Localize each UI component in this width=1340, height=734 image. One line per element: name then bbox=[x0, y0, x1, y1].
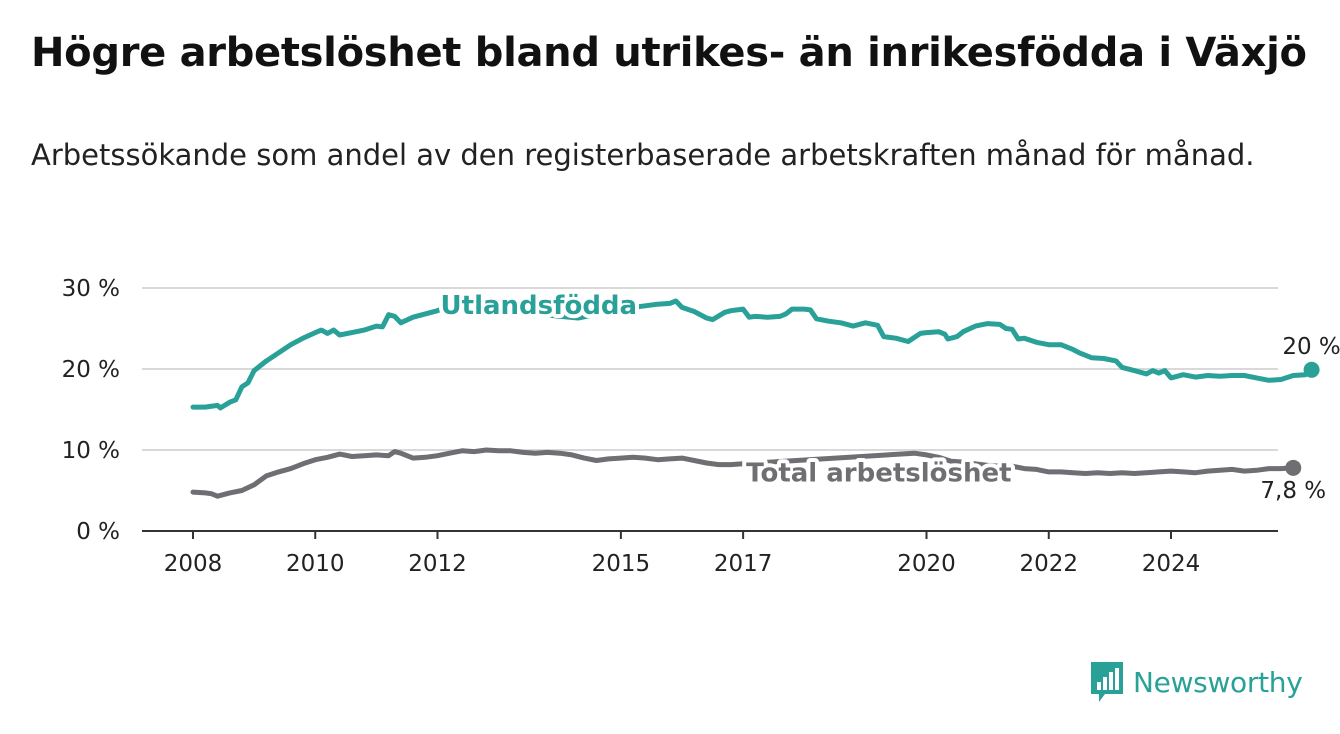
y-tick-label: 20 % bbox=[62, 357, 120, 383]
x-tick-label: 2008 bbox=[164, 551, 223, 577]
newsworthy-logo-icon bbox=[1091, 662, 1123, 702]
series-line-utlandsfodda bbox=[190, 298, 1315, 411]
x-tick-label: 2012 bbox=[408, 551, 467, 577]
y-tick-label: 10 % bbox=[62, 438, 120, 464]
chart-subtitle: Arbetssökande som andel av den registerb… bbox=[31, 138, 1255, 172]
x-tick-label: 2015 bbox=[592, 551, 651, 577]
series-label: Utlandsfödda bbox=[441, 291, 638, 321]
chart-title: Högre arbetslöshet bland utrikes- än inr… bbox=[31, 30, 1307, 76]
brand-name: Newsworthy bbox=[1133, 665, 1303, 699]
series-label: Total arbetslöshet bbox=[746, 458, 1011, 488]
x-tick-label: 2020 bbox=[897, 551, 956, 577]
x-tick-label: 2024 bbox=[1142, 551, 1201, 577]
series-end-label: 7,8 % bbox=[1260, 478, 1326, 504]
x-tick-label: 2022 bbox=[1019, 551, 1078, 577]
x-tick-label: 2017 bbox=[714, 551, 773, 577]
x-tick-label: 2010 bbox=[286, 551, 345, 577]
series-end-point bbox=[1285, 459, 1302, 476]
y-tick-label: 0 % bbox=[76, 519, 120, 545]
series-end-label: 20 % bbox=[1282, 334, 1340, 360]
y-tick-label: 30 % bbox=[62, 276, 120, 302]
newsworthy-logo: Newsworthy bbox=[1089, 660, 1303, 704]
series-end-point bbox=[1303, 361, 1320, 378]
series-line-total bbox=[190, 447, 1296, 499]
